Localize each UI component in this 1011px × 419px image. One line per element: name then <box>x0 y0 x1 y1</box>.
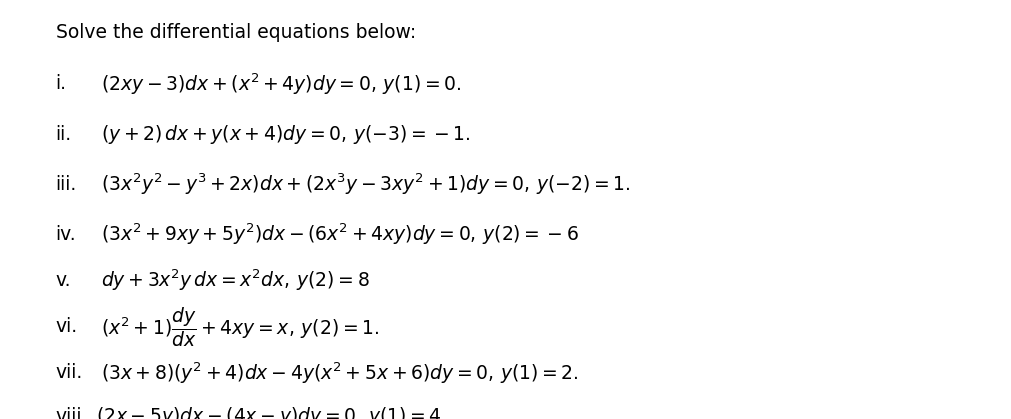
Text: $(3x^2y^2 - y^3 + 2x)dx + (2x^3y - 3xy^2 + 1)dy = 0,\, y(-2) = 1.$: $(3x^2y^2 - y^3 + 2x)dx + (2x^3y - 3xy^2… <box>101 172 631 197</box>
Text: $(2xy - 3)dx + (x^2 + 4y)dy = 0,\, y(1) = 0.$: $(2xy - 3)dx + (x^2 + 4y)dy = 0,\, y(1) … <box>101 71 461 96</box>
Text: $dy + 3x^2y\, dx = x^2dx,\, y(2) = 8$: $dy + 3x^2y\, dx = x^2dx,\, y(2) = 8$ <box>101 268 370 293</box>
Text: $(3x^2 + 9xy + 5y^2)dx - (6x^2 + 4xy)dy = 0,\, y(2) = -6$: $(3x^2 + 9xy + 5y^2)dx - (6x^2 + 4xy)dy … <box>101 222 579 247</box>
Text: Solve the differential equations below:: Solve the differential equations below: <box>56 23 416 42</box>
Text: $(x^2 + 1)\dfrac{dy}{dx} + 4xy = x,\, y(2) = 1.$: $(x^2 + 1)\dfrac{dy}{dx} + 4xy = x,\, y(… <box>101 305 379 349</box>
Text: viii.: viii. <box>56 407 88 419</box>
Text: iv.: iv. <box>56 225 76 244</box>
Text: vi.: vi. <box>56 317 78 336</box>
Text: $(y + 2)\, dx + y(x + 4)dy = 0,\, y(-3) = -1.$: $(y + 2)\, dx + y(x + 4)dy = 0,\, y(-3) … <box>101 123 470 145</box>
Text: $(2x - 5y)dx - (4x - y)dy = 0,\, y(1) = 4.$: $(2x - 5y)dx - (4x - y)dy = 0,\, y(1) = … <box>96 406 447 419</box>
Text: iii.: iii. <box>56 175 77 194</box>
Text: $(3x + 8)(y^2 + 4)dx - 4y(x^2 + 5x + 6)dy = 0,\, y(1) = 2.$: $(3x + 8)(y^2 + 4)dx - 4y(x^2 + 5x + 6)d… <box>101 360 579 385</box>
Text: i.: i. <box>56 74 67 93</box>
Text: vii.: vii. <box>56 363 83 383</box>
Text: ii.: ii. <box>56 124 72 144</box>
Text: v.: v. <box>56 271 71 290</box>
